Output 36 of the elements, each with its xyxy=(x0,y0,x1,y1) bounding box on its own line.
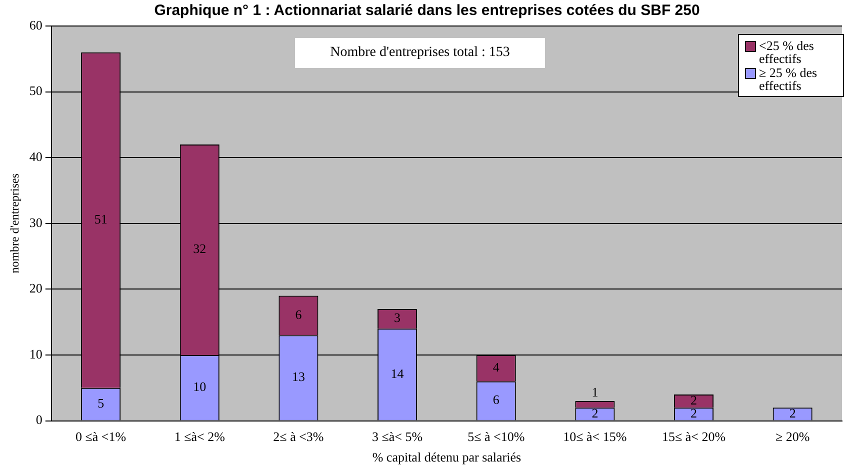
data-label: 5 xyxy=(98,396,104,411)
data-label: 1 xyxy=(592,384,598,400)
x-tick-label: 0 ≤à <1% xyxy=(76,429,126,444)
y-tick-label: 60 xyxy=(29,17,42,32)
y-tick-label: 10 xyxy=(29,346,42,362)
data-label: 14 xyxy=(390,366,404,381)
legend-label: <25 % des effectifs xyxy=(759,38,815,66)
data-label: 51 xyxy=(94,212,108,227)
data-label: 2 xyxy=(592,405,598,420)
y-tick-label: 50 xyxy=(29,83,42,98)
x-tick-label: 5≤ à <10% xyxy=(468,429,525,444)
data-label: 4 xyxy=(492,360,500,375)
data-label: 13 xyxy=(292,369,305,384)
data-label: 2 xyxy=(789,405,796,420)
y-tick-label: 30 xyxy=(29,214,42,230)
x-tick-label: 15≤ à< 20% xyxy=(662,429,726,444)
data-label: 3 xyxy=(394,310,401,326)
y-tick-label: 40 xyxy=(29,149,42,164)
x-tick-label: 1 ≤à< 2% xyxy=(174,429,226,444)
x-tick-label: ≥ 20% xyxy=(775,429,810,444)
legend-label: ≥ 25 % des effectifs xyxy=(759,65,818,93)
x-tick-label: 3 ≤à< 5% xyxy=(372,429,423,444)
x-tick-label: 10≤ à< 15% xyxy=(563,429,627,444)
data-label: 2 xyxy=(690,392,698,408)
data-label: 6 xyxy=(492,392,500,408)
chart-title: Graphique n° 1 : Actionnariat salarié dans les entreprises cotées du SBF 250 xyxy=(153,2,701,19)
y-axis-title: nombre d'entreprises xyxy=(7,173,22,274)
data-label: 6 xyxy=(295,306,302,322)
x-axis-title: % capital détenu par salariés xyxy=(372,450,522,465)
data-label: 10 xyxy=(193,379,206,394)
data-label: 32 xyxy=(193,241,206,256)
text-box: Nombre d'entreprises total : 153 xyxy=(295,38,545,68)
y-tick-label: 20 xyxy=(29,280,42,296)
x-tick-label: 2≤ à <3% xyxy=(273,429,324,444)
data-label: 2 xyxy=(690,405,698,420)
y-tick-label: 0 xyxy=(36,412,42,428)
